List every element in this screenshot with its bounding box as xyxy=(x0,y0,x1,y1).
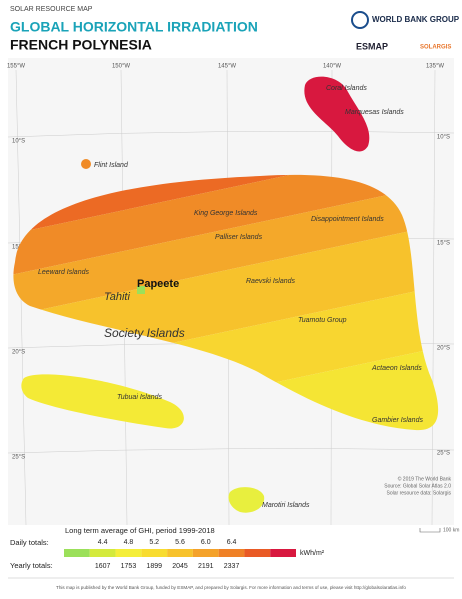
lat-label: 20°S xyxy=(437,346,450,352)
scale-bar xyxy=(419,528,441,533)
legend-daily: 5.6 xyxy=(175,539,185,546)
solargis-logo: SOLARGIS xyxy=(420,45,451,51)
place: Raevski Islands xyxy=(246,278,296,285)
ghi-tubuai xyxy=(21,374,184,429)
scale-label: 100 km xyxy=(443,527,459,533)
place: Marquesas Islands xyxy=(345,109,404,116)
legend-unit: kWh/m² xyxy=(300,550,325,557)
papeete-marker xyxy=(137,286,145,294)
legend-caption: Long term average of GHI, period 1999-20… xyxy=(65,526,215,535)
legend-swatch xyxy=(270,549,296,557)
place: King George Islands xyxy=(194,210,258,217)
legend-swatch xyxy=(64,549,90,557)
country: FRENCH POLYNESIA xyxy=(10,37,152,53)
place: Tubuai Islands xyxy=(117,394,163,401)
legend-swatch xyxy=(244,549,271,557)
place: Flint Island xyxy=(94,162,129,169)
ghi-flint xyxy=(81,159,91,169)
lat-label: 20°S xyxy=(12,350,25,356)
esmap-logo: ESMAP xyxy=(356,41,388,51)
legend-yearly: 1899 xyxy=(146,563,162,570)
place: Palliser Islands xyxy=(215,234,263,241)
ghi-marquesas xyxy=(304,76,370,152)
legend-yearly: 2045 xyxy=(172,563,188,570)
legend-swatch xyxy=(167,549,193,557)
place: Tahiti xyxy=(104,291,130,303)
place: Society Islands xyxy=(104,326,185,340)
lon-label: 140°W xyxy=(323,64,341,70)
lat-label: 10°S xyxy=(12,139,25,145)
legend-yearly: 2337 xyxy=(224,563,240,570)
place: Disappointment Islands xyxy=(311,216,384,223)
legend-daily: 4.4 xyxy=(98,539,108,546)
legend-swatch xyxy=(141,549,168,557)
place: Tuamotu Group xyxy=(298,317,347,324)
lat-label: 25°S xyxy=(12,455,25,461)
ghi-marotiri xyxy=(228,487,265,513)
credit: Source: Global Solar Atlas 2.0 xyxy=(384,483,451,489)
place: Coral Islands xyxy=(326,85,367,92)
legend-daily: 5.2 xyxy=(149,539,159,546)
lon-label: 135°W xyxy=(426,64,444,70)
capital: Papeete xyxy=(137,278,179,290)
place: Gambier Islands xyxy=(372,417,423,424)
place: Leeward Islands xyxy=(38,269,89,276)
legend-daily: 6.0 xyxy=(201,539,211,546)
legend-swatch xyxy=(89,549,116,557)
legend-daily-title: Daily totals: xyxy=(10,538,49,547)
lon-label: 150°W xyxy=(112,64,130,70)
title: GLOBAL HORIZONTAL IRRADIATION xyxy=(10,19,258,35)
lon-label: 145°W xyxy=(218,64,236,70)
wb-icon xyxy=(351,11,369,29)
legend-daily: 6.4 xyxy=(227,539,237,546)
legend-yearly: 1753 xyxy=(121,563,137,570)
legend-daily: 4.8 xyxy=(124,539,134,546)
lat-label: 15°S xyxy=(12,245,25,251)
credit: Solar resource data: Solargis xyxy=(387,490,452,496)
credit: © 2019 The World Bank xyxy=(398,475,452,482)
place: Actaeon Islands xyxy=(371,365,422,372)
wb-logo: WORLD BANK GROUP xyxy=(372,15,460,24)
legend-yearly: 2191 xyxy=(198,563,214,570)
legend-yearly: 1607 xyxy=(95,563,111,570)
legend-swatch xyxy=(115,549,142,557)
place: Marotiri Islands xyxy=(262,502,310,509)
legend-yearly-title: Yearly totals: xyxy=(10,561,53,570)
legend-swatch xyxy=(192,549,219,557)
kicker: SOLAR RESOURCE MAP xyxy=(10,6,93,13)
lat-label: 10°S xyxy=(437,135,450,141)
lat-label: 15°S xyxy=(437,241,450,247)
lat-label: 25°S xyxy=(437,451,450,457)
legend-swatch xyxy=(218,549,245,557)
lon-label: 155°W xyxy=(7,64,25,70)
footer: This map is published by the World Bank … xyxy=(56,585,406,590)
